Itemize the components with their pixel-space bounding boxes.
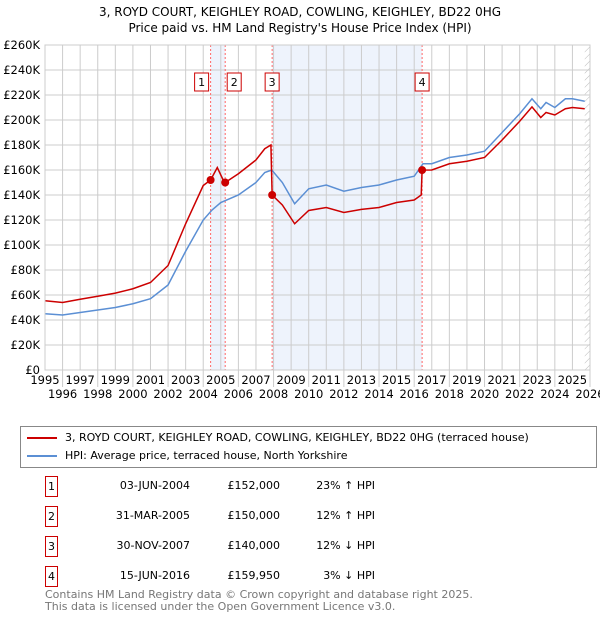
sale-hpi-diff: 12% ↑ HPI <box>316 509 375 522</box>
x-tick-label: 2011 <box>312 373 341 387</box>
y-tick-label: £80K <box>11 263 41 277</box>
shaded-period <box>210 45 226 370</box>
sale-label-box <box>226 72 242 92</box>
y-tick-label: £120K <box>3 213 40 227</box>
sale-point <box>418 166 427 175</box>
x-tick-label: 2013 <box>347 373 376 387</box>
y-tick-label: £180K <box>3 138 40 152</box>
x-tick-label: 2000 <box>118 387 147 401</box>
x-tick-label: 2006 <box>224 387 253 401</box>
sale-point <box>268 191 277 199</box>
shaded-period <box>272 45 423 370</box>
footer: Contains HM Land Registry data © Crown c… <box>45 589 473 613</box>
sale-point <box>221 178 230 187</box>
x-tick-label: 1999 <box>101 373 130 387</box>
x-tick-label: 2012 <box>329 387 358 401</box>
sale-hpi-diff: 12% ↓ HPI <box>316 539 375 552</box>
sale-hpi-diff: 23% ↑ HPI <box>316 479 375 492</box>
x-tick-label: 2026 <box>575 387 600 401</box>
x-tick-label: 2023 <box>523 373 552 387</box>
x-tick-label: 1996 <box>48 387 77 401</box>
legend-item-property: 3, ROYD COURT, KEIGHLEY ROAD, COWLING, K… <box>27 431 529 444</box>
sale-date: 03-JUN-2004 <box>119 479 190 492</box>
sale-price: £150,000 <box>227 509 281 522</box>
x-tick-label: 2024 <box>540 387 569 401</box>
y-tick-label: £200K <box>3 113 40 127</box>
legend: 3, ROYD COURT, KEIGHLEY ROAD, COWLING, K… <box>20 426 597 468</box>
chart-title: 3, ROYD COURT, KEIGHLEY ROAD, COWLING, K… <box>99 5 501 19</box>
y-tick-label: £240K <box>3 63 40 77</box>
legend-label: 3, ROYD COURT, KEIGHLEY ROAD, COWLING, K… <box>65 431 529 444</box>
x-tick-label: 2004 <box>189 387 218 401</box>
x-tick-label: 2003 <box>171 373 200 387</box>
y-tick-label: £40K <box>11 313 41 327</box>
y-tick-label: £260K <box>3 38 40 52</box>
sale-label: 3 <box>269 76 276 89</box>
x-tick-label: 2007 <box>241 373 270 387</box>
plot-border <box>44 44 591 371</box>
x-tick-label: 2010 <box>294 387 323 401</box>
footer-copyright: Contains HM Land Registry data © Crown c… <box>45 588 473 601</box>
y-tick-label: £220K <box>3 88 40 102</box>
y-tick-label: £140K <box>3 188 40 202</box>
sale-label-box <box>264 72 280 92</box>
x-tick-label: 1997 <box>66 373 95 387</box>
sale-label: 2 <box>231 76 238 89</box>
sale-price: £159,950 <box>227 569 281 582</box>
x-tick-label: 2008 <box>259 387 288 401</box>
y-tick-label: £160K <box>3 163 40 177</box>
x-tick-label: 2009 <box>276 373 305 387</box>
price-chart: 3, ROYD COURT, KEIGHLEY ROAD, COWLING, K… <box>3 5 600 401</box>
x-tick-label: 2002 <box>153 387 182 401</box>
footer-licence: This data is licensed under the Open Gov… <box>45 600 396 613</box>
y-tick-label: £100K <box>3 238 40 252</box>
x-tick-label: 2021 <box>487 373 516 387</box>
y-tick-label: £60K <box>11 288 41 302</box>
x-tick-label: 2014 <box>364 387 393 401</box>
sale-date: 30-NOV-2007 <box>116 539 190 552</box>
y-tick-label: £0 <box>25 363 40 377</box>
sale-label-box <box>194 72 210 92</box>
sale-number: 3 <box>45 536 58 557</box>
sale-label: 1 <box>198 76 205 89</box>
sale-price: £140,000 <box>227 539 281 552</box>
sale-number: 2 <box>45 506 58 527</box>
legend-label: HPI: Average price, terraced house, Nort… <box>65 449 348 462</box>
x-tick-label: 2015 <box>382 373 411 387</box>
x-tick-label: 2005 <box>206 373 235 387</box>
x-tick-label: 2001 <box>136 373 165 387</box>
x-tick-label: 1995 <box>30 373 59 387</box>
legend-item-hpi: HPI: Average price, terraced house, Nort… <box>27 449 347 462</box>
x-tick-label: 2022 <box>505 387 534 401</box>
sale-hpi-diff: 3% ↓ HPI <box>323 569 375 582</box>
hpi-line <box>44 97 585 316</box>
legend-swatch-blue <box>27 454 57 457</box>
x-tick-label: 2016 <box>400 387 429 401</box>
property-price-line <box>44 105 585 304</box>
legend-swatch-red <box>27 436 57 439</box>
forecast-hatch <box>584 45 590 370</box>
x-tick-label: 2018 <box>435 387 464 401</box>
x-tick-label: 2020 <box>470 387 499 401</box>
sale-point <box>206 176 215 184</box>
sale-date: 31-MAR-2005 <box>115 509 190 522</box>
y-tick-label: £20K <box>11 338 41 352</box>
x-tick-label: 2025 <box>558 373 587 387</box>
sale-label: 4 <box>419 76 426 89</box>
sale-label-box <box>414 72 430 92</box>
x-tick-label: 1998 <box>83 387 112 401</box>
x-tick-label: 2017 <box>417 373 446 387</box>
sale-number: 1 <box>45 476 58 497</box>
sale-date: 15-JUN-2016 <box>119 569 190 582</box>
x-tick-label: 2019 <box>452 373 481 387</box>
chart-subtitle: Price paid vs. HM Land Registry's House … <box>128 21 471 35</box>
sale-number: 4 <box>45 566 58 587</box>
sale-price: £152,000 <box>227 479 281 492</box>
